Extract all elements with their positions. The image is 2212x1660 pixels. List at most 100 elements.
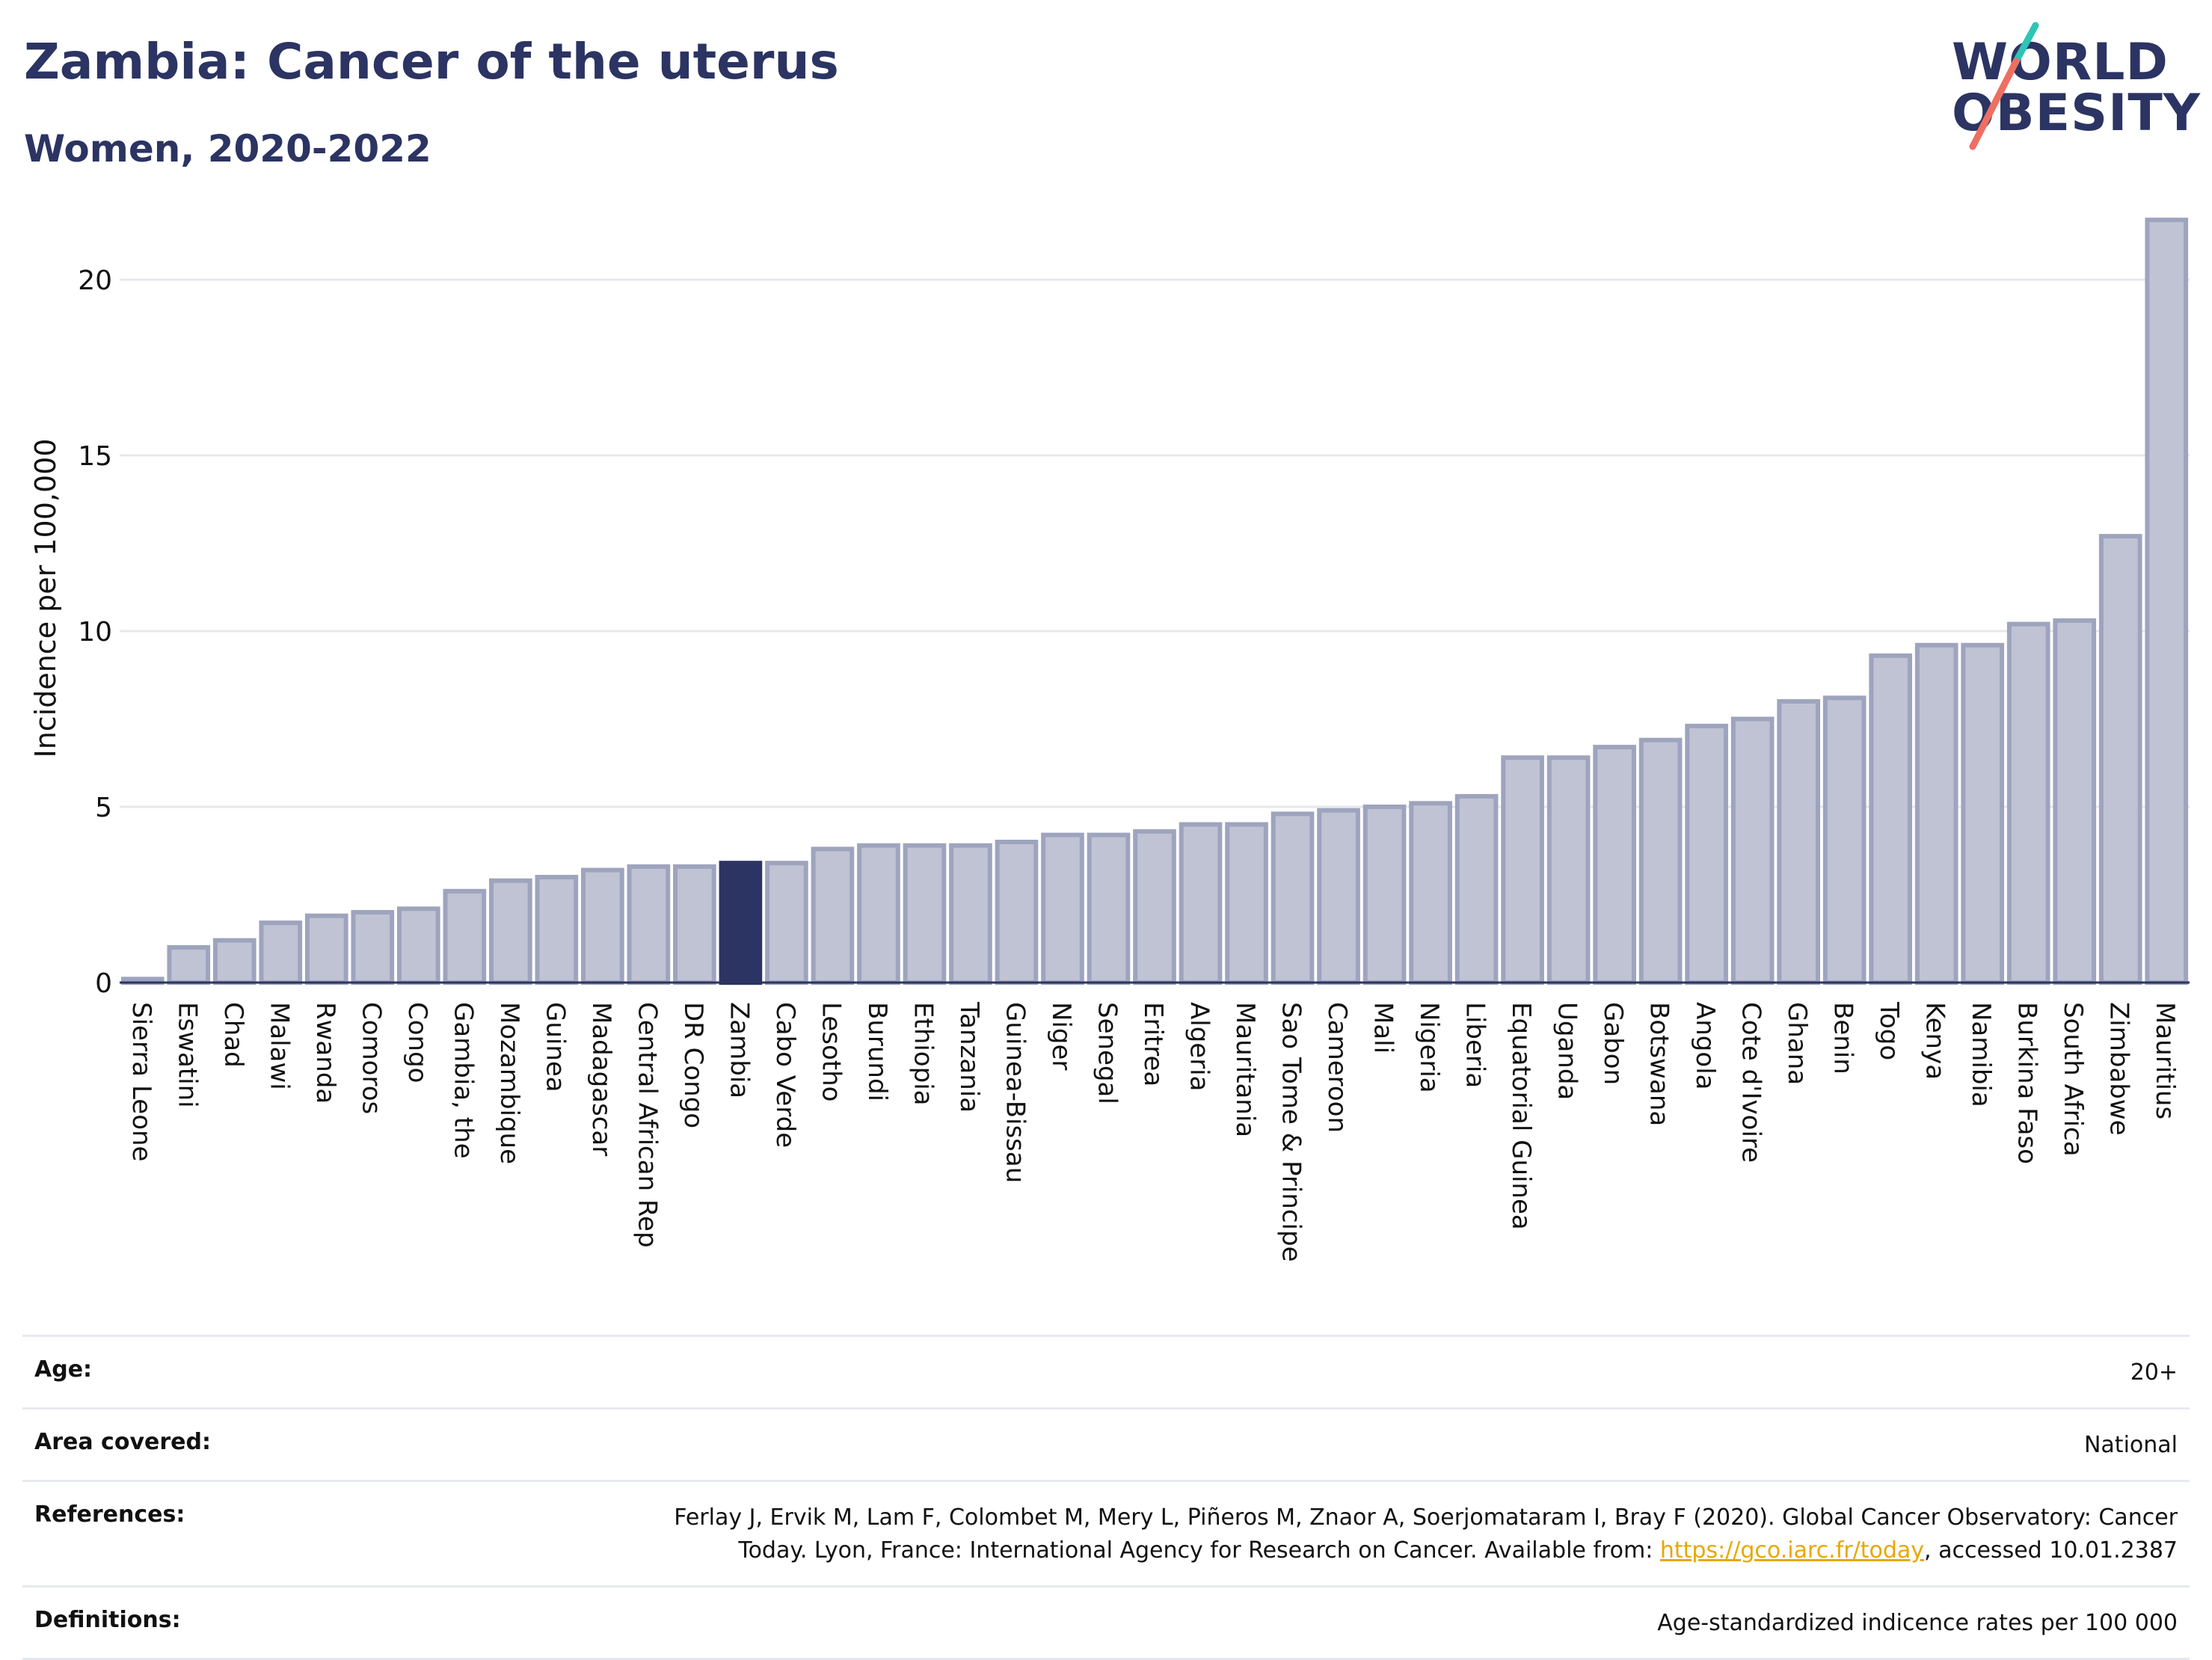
bar-central-african-rep[interactable] <box>627 864 671 986</box>
chart-title: Zambia: Cancer of the uterus <box>24 33 839 90</box>
x-tick-label: Cameroon <box>1322 1002 1352 1133</box>
area-value: National <box>2083 1432 2178 1458</box>
y-tick-label: 0 <box>95 968 112 999</box>
age-value: 20+ <box>2130 1359 2178 1386</box>
bar-guinea-bissau[interactable] <box>995 840 1039 985</box>
x-tick-label: Liberia <box>1460 1002 1490 1088</box>
bar-ghana[interactable] <box>1777 699 1820 985</box>
bar-gambia-the[interactable] <box>443 888 487 986</box>
bar-mauritius[interactable] <box>2145 218 2189 986</box>
x-tick-label: Mauritius <box>2150 1002 2180 1119</box>
area-label: Area covered: <box>34 1429 211 1455</box>
bar-madagascar[interactable] <box>581 867 624 985</box>
x-tick-label: Sao Tome & Principe <box>1276 1002 1306 1262</box>
bar-mozambique[interactable] <box>489 878 532 985</box>
x-tick-label: Rwanda <box>310 1002 340 1104</box>
x-tick-label: DR Congo <box>678 1002 708 1128</box>
x-tick-label: Madagascar <box>586 1002 616 1156</box>
references-line1: Ferlay J, Ervik M, Lam F, Colombet M, Me… <box>674 1504 2178 1531</box>
bar-burkina-faso[interactable] <box>2006 621 2050 985</box>
bar-burundi[interactable] <box>857 843 900 985</box>
x-tick-label: Mauritania <box>1230 1002 1260 1137</box>
info-row-age: Age: 20+ <box>22 1335 2190 1407</box>
bar-ethiopia[interactable] <box>903 843 947 985</box>
bar-south-africa[interactable] <box>2053 618 2097 986</box>
info-table: Age: 20+ Area covered: National Referenc… <box>22 1335 2190 1660</box>
x-tick-label: Congo <box>402 1002 432 1083</box>
x-tick-label: Senegal <box>1092 1002 1122 1104</box>
bar-namibia[interactable] <box>1961 642 2005 985</box>
bar-cameroon[interactable] <box>1317 808 1360 985</box>
bar-senegal[interactable] <box>1087 832 1131 985</box>
bar-guinea[interactable] <box>535 875 579 985</box>
bar-cabo-verde[interactable] <box>765 861 808 985</box>
bar-algeria[interactable] <box>1179 822 1223 985</box>
y-tick-label: 20 <box>78 265 112 296</box>
age-label: Age: <box>34 1356 93 1383</box>
bar-comoros[interactable] <box>351 910 395 985</box>
bar-tanzania[interactable] <box>949 843 992 985</box>
x-tick-label: Angola <box>1690 1002 1720 1089</box>
x-tick-label: Ethiopia <box>908 1002 938 1105</box>
y-tick-label: 10 <box>78 617 112 648</box>
info-row-definitions: Definitions: Age-standardized indicence … <box>22 1585 2190 1660</box>
x-tick-label: Burundi <box>862 1002 892 1101</box>
x-tick-label: Gambia, the <box>448 1002 478 1159</box>
y-tick-labels: 0 5 10 15 20 <box>78 265 112 999</box>
bar-botswana[interactable] <box>1638 737 1683 985</box>
bar-zimbabwe[interactable] <box>2098 534 2142 985</box>
x-tick-label: Zimbabwe <box>2104 1002 2134 1136</box>
bar-kenya[interactable] <box>1914 642 1958 985</box>
bar-equatorial-guinea[interactable] <box>1501 755 1544 985</box>
y-tick-label: 15 <box>78 441 112 472</box>
x-tick-label: Tanzania <box>954 1001 984 1113</box>
logo-text-world: WORLD <box>1952 33 2169 92</box>
bar-benin[interactable] <box>1822 695 1867 985</box>
bar-gabon[interactable] <box>1593 745 1636 985</box>
x-tick-label: Equatorial Guinea <box>1506 1002 1536 1230</box>
references-line2-post: , accessed 10.01.2387 <box>1924 1537 2178 1564</box>
bar-cote-d-ivoire[interactable] <box>1730 716 1775 985</box>
x-tick-label: Sierra Leone <box>126 1002 156 1161</box>
bar-zambia[interactable] <box>719 861 763 985</box>
bar-sao-tome-principe[interactable] <box>1271 811 1315 986</box>
bar-uganda[interactable] <box>1546 755 1591 985</box>
bar-eritrea[interactable] <box>1133 829 1176 986</box>
x-tick-label: Cabo Verde <box>770 1002 800 1148</box>
x-tick-label: South Africa <box>2058 1002 2088 1157</box>
bar-malawi[interactable] <box>259 920 303 985</box>
references-label: References: <box>34 1501 185 1528</box>
bar-angola[interactable] <box>1685 723 1728 986</box>
x-tick-label: Comoros <box>356 1002 386 1114</box>
bar-nigeria[interactable] <box>1409 801 1452 986</box>
x-tick-label: Ghana <box>1782 1002 1812 1085</box>
x-tick-labels: Sierra Leone Eswatini Chad Malawi Rwanda Como… <box>126 1001 2180 1262</box>
y-axis-label: Incidence per 100,000 <box>29 438 62 757</box>
bar-mauritania[interactable] <box>1225 822 1268 985</box>
logo-slash-icon <box>1969 22 2039 150</box>
x-tick-label: Uganda <box>1552 1002 1582 1100</box>
x-tick-label: Mozambique <box>494 1002 524 1164</box>
bar-rwanda[interactable] <box>304 913 348 985</box>
x-tick-label: Namibia <box>1966 1002 1996 1107</box>
x-tick-label: Central African Rep <box>632 1002 662 1248</box>
chart-subtitle: Women, 2020-2022 <box>24 127 431 170</box>
bar-mali[interactable] <box>1362 805 1407 985</box>
bar-congo[interactable] <box>396 906 440 986</box>
references-line2-pre: Today. Lyon, France: International Agenc… <box>738 1537 1660 1564</box>
x-tick-label: Kenya <box>1920 1002 1950 1080</box>
x-tick-label: Burkina Faso <box>2012 1002 2042 1164</box>
bar-chad[interactable] <box>212 938 256 985</box>
references-link[interactable]: https://gco.iarc.fr/today <box>1659 1537 1925 1564</box>
bar-eswatini[interactable] <box>167 945 211 985</box>
x-tick-label: Guinea-Bissau <box>1000 1002 1030 1183</box>
bar-liberia[interactable] <box>1454 793 1499 986</box>
bar-lesotho[interactable] <box>811 846 855 986</box>
x-tick-label: Botswana <box>1644 1002 1674 1126</box>
references-value: Ferlay J, Ervik M, Lam F, Colombet M, Me… <box>674 1501 2178 1567</box>
bar-dr-congo[interactable] <box>673 864 716 986</box>
x-tick-label: Nigeria <box>1414 1002 1444 1093</box>
bar-niger[interactable] <box>1041 832 1084 985</box>
info-row-area: Area covered: National <box>22 1407 2190 1480</box>
bar-togo[interactable] <box>1869 653 1913 986</box>
